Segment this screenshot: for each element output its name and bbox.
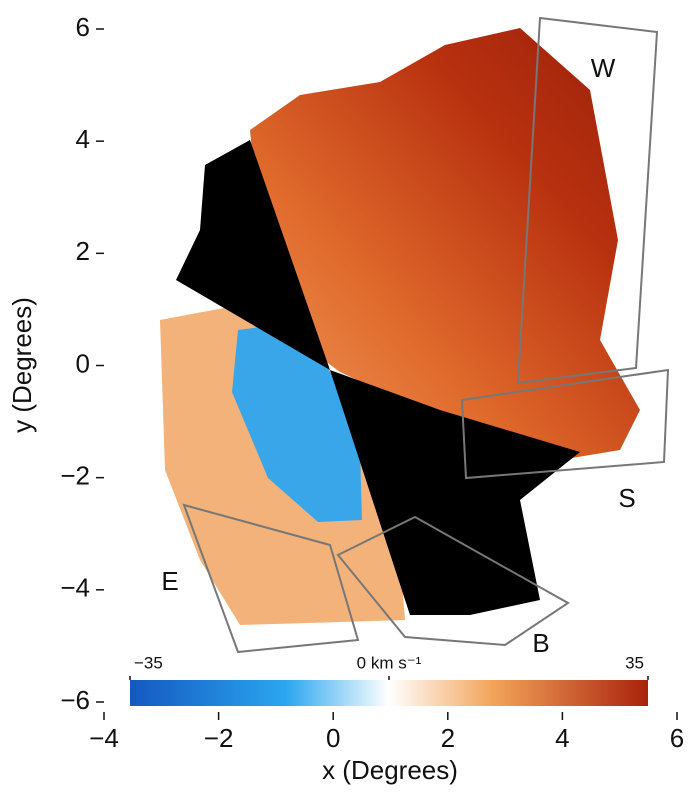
x-axis-label: x (Degrees) [322, 755, 458, 785]
y-tick-label: 2 [76, 236, 90, 266]
regions: W S E B [161, 16, 670, 658]
region-b [336, 515, 570, 647]
black-wedge-lower [330, 370, 580, 615]
region-e [182, 503, 360, 654]
y-tick-label: −6 [60, 685, 90, 715]
x-tick-label: 0 [326, 723, 340, 753]
y-tick-label: 0 [76, 348, 90, 378]
colorbar-tick-label: −35 [134, 653, 163, 672]
black-wedge-upper [176, 140, 330, 370]
region-label: E [161, 566, 178, 596]
blue-emission [232, 322, 362, 522]
y-tick-label: −4 [60, 573, 90, 603]
region-label: S [618, 483, 635, 513]
region-label: W [591, 53, 616, 83]
colorbar-tick-label: 35 [625, 653, 644, 672]
x-tick-label: −4 [89, 723, 119, 753]
x-tick-label: −2 [204, 723, 234, 753]
velocity-map [160, 28, 640, 625]
y-tick-label: −2 [60, 461, 90, 491]
x-tick-label: 6 [670, 723, 684, 753]
y-axis-label: y (Degrees) [7, 297, 37, 433]
red-emission [250, 28, 640, 460]
region-w [516, 16, 659, 385]
region-s [460, 368, 670, 480]
region-label: B [532, 628, 549, 658]
colorbar-tick-label: 0 km s⁻¹ [357, 653, 422, 672]
colorbar [130, 680, 648, 706]
x-tick-label: 2 [441, 723, 455, 753]
x-tick-label: 4 [555, 723, 569, 753]
y-tick-label: 6 [76, 12, 90, 42]
y-tick-label: 4 [76, 124, 90, 154]
